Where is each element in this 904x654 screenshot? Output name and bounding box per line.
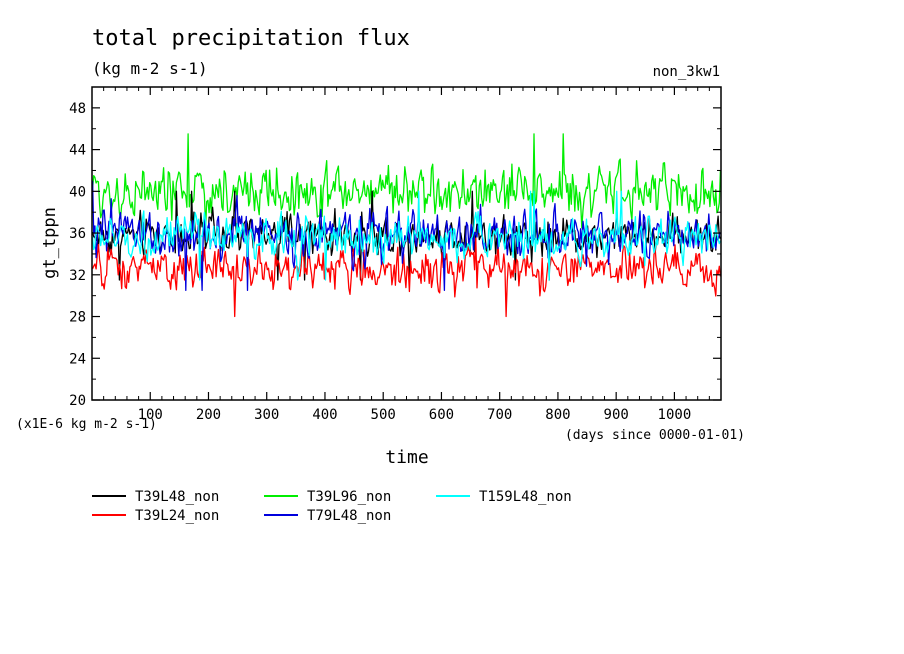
x-units-note: (days since 0000-01-01): [565, 428, 745, 443]
legend-item-t79l48: T79L48_non: [264, 508, 391, 524]
y-tick-label: 36: [69, 226, 86, 242]
x-tick-label: 1000: [658, 407, 692, 423]
x-tick-label: 500: [371, 407, 396, 423]
series-layer: [91, 133, 722, 318]
x-tick-label: 300: [254, 407, 279, 423]
legend-label: T79L48_non: [307, 508, 391, 524]
y-tick-label: 28: [69, 310, 86, 326]
series-line-t159l48-non: [91, 190, 722, 281]
run-label: non_3kw1: [653, 64, 720, 80]
legend-label: T39L24_non: [135, 508, 219, 524]
y-scale-note: (x1E-6 kg m-2 s-1): [16, 417, 157, 432]
series-line-t39l24-non: [91, 237, 722, 318]
legend-item-t39l96: T39L96_non: [264, 489, 391, 505]
legend-item-t39l24: T39L24_non: [92, 508, 219, 524]
y-tick-label: 44: [69, 143, 86, 159]
legend: T39L48_non T39L96_non T159L48_non T39L24…: [92, 489, 572, 524]
x-axis-label: time: [385, 447, 428, 468]
x-tick-label: 200: [196, 407, 221, 423]
x-tick-label: 100: [138, 407, 163, 423]
legend-label: T159L48_non: [479, 489, 572, 505]
legend-label: T39L48_non: [135, 489, 219, 505]
x-tick-label: 900: [604, 407, 629, 423]
y-tick-label: 20: [69, 393, 86, 409]
tick-layer: 20 24 28 32 36 40 44 48 100 200 300 400 500 600 700 800…: [69, 87, 721, 423]
y-tick-label: 40: [69, 184, 86, 200]
legend-label: T39L96_non: [307, 489, 391, 505]
series-line-t39l96-non: [91, 133, 722, 229]
x-tick-label: 700: [487, 407, 512, 423]
chart-title: total precipitation flux: [92, 26, 410, 51]
y-axis-label: gt_tppn: [40, 207, 60, 279]
y-tick-label: 48: [69, 101, 86, 117]
x-tick-label: 400: [312, 407, 337, 423]
chart-subtitle: (kg m-2 s-1): [92, 59, 208, 78]
x-tick-label: 600: [429, 407, 454, 423]
x-tick-label: 800: [545, 407, 570, 423]
y-tick-label: 24: [69, 351, 86, 367]
y-tick-label: 32: [69, 268, 86, 284]
legend-item-t39l48: T39L48_non: [92, 489, 219, 505]
legend-item-t159l48: T159L48_non: [436, 489, 572, 505]
